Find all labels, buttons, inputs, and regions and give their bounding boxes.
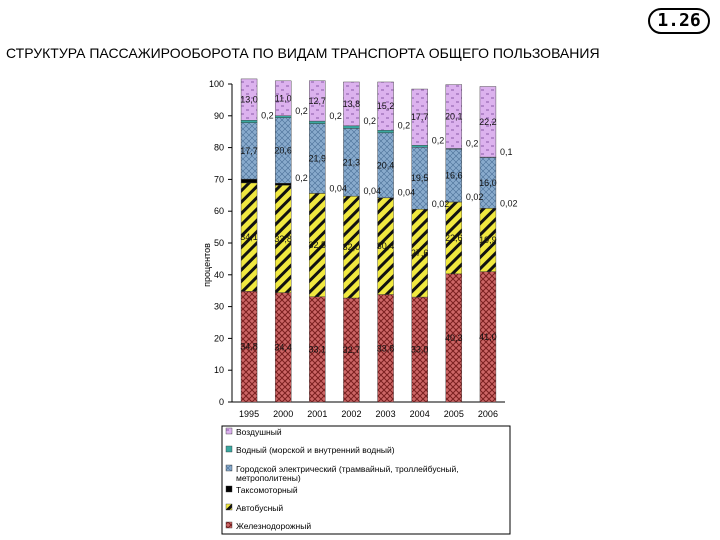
data-label: 0,2	[432, 135, 445, 145]
x-tick-label: 2006	[478, 409, 498, 419]
x-tick-label: 1995	[239, 409, 259, 419]
legend-swatch	[225, 445, 233, 453]
y-tick-label: 60	[214, 206, 224, 216]
data-label: 16,0	[479, 178, 497, 188]
data-label: 33,8	[377, 343, 395, 353]
data-label: 0,2	[295, 173, 308, 183]
data-label: 32,0	[343, 242, 361, 252]
legend-label: Воздушный	[236, 427, 282, 437]
data-label: 19,9	[479, 235, 497, 245]
legend-label: Таксомоторный	[236, 485, 298, 495]
data-label: 0,2	[363, 116, 376, 126]
data-label: 34,1	[240, 232, 258, 242]
legend-label: Автобусный	[236, 503, 283, 513]
slide-number-badge: 1.26	[648, 8, 710, 34]
data-label: 0,04	[329, 183, 347, 193]
data-label: 21,9	[309, 153, 327, 163]
bar-segment	[479, 86, 497, 158]
data-label: 20,6	[274, 145, 292, 155]
data-label: 17,7	[240, 146, 258, 156]
data-label: 34,8	[240, 342, 258, 352]
data-label: 0,1	[500, 147, 513, 157]
data-label: 22,2	[479, 117, 497, 127]
y-tick-label: 80	[214, 143, 224, 153]
legend-label: Водный (морской и внутренний водный)	[236, 445, 395, 455]
data-label: 33,1	[309, 344, 327, 354]
x-tick-label: 2000	[273, 409, 293, 419]
data-label: 17,7	[411, 112, 429, 122]
data-label: 12,7	[309, 96, 327, 106]
x-tick-label: 2005	[444, 409, 464, 419]
data-label: 0,2	[329, 111, 342, 121]
data-label: 0,04	[363, 186, 381, 196]
legend-label: Городской электрический (трамвайный, тро…	[236, 464, 459, 483]
data-label: 0,04	[398, 188, 416, 198]
data-label: 13,8	[343, 99, 361, 109]
data-label: 0,02	[500, 198, 518, 208]
chart-title: СТРУКТУРА ПАССАЖИРООБОРОТА ПО ВИДАМ ТРАН…	[6, 45, 600, 61]
data-label: 0,02	[432, 199, 450, 209]
bar-segment	[445, 84, 463, 149]
data-label: 33,8	[274, 234, 292, 244]
y-tick-label: 90	[214, 111, 224, 121]
data-label: 32,7	[343, 345, 361, 355]
y-tick-label: 10	[214, 365, 224, 375]
data-label: 0,2	[295, 106, 308, 116]
legend-swatch	[225, 521, 233, 529]
bar-segment	[411, 145, 428, 148]
data-label: 19,5	[411, 173, 429, 183]
y-tick-label: 100	[209, 79, 224, 89]
y-tick-label: 20	[214, 333, 224, 343]
bar-segment	[240, 178, 258, 184]
data-label: 0,2	[261, 110, 274, 120]
data-label: 11,0	[275, 93, 292, 103]
y-tick-label: 50	[214, 238, 224, 248]
data-label: 20,1	[445, 112, 463, 122]
data-label: 30,4	[377, 241, 395, 251]
bar-segment	[240, 78, 258, 121]
data-label: 27,6	[411, 248, 429, 258]
data-label: 20,4	[377, 160, 395, 170]
data-label: 34,4	[274, 342, 292, 352]
data-label: 32,5	[309, 240, 327, 250]
x-tick-label: 2003	[376, 409, 396, 419]
y-tick-label: 0	[219, 397, 224, 407]
data-label: 0,02	[466, 192, 484, 202]
x-tick-label: 2001	[307, 409, 327, 419]
data-label: 0,2	[466, 138, 479, 148]
data-label: 0,2	[398, 120, 411, 130]
legend-swatch	[225, 485, 233, 493]
y-axis-title: процентов	[202, 243, 212, 287]
bar-segment	[377, 130, 394, 134]
y-tick-label: 70	[214, 174, 224, 184]
data-label: 15,2	[377, 101, 395, 111]
legend-swatch	[225, 427, 233, 435]
x-tick-label: 2004	[410, 409, 430, 419]
legend-swatch	[225, 503, 233, 511]
bar-segment	[309, 120, 326, 124]
bar-segment	[240, 120, 258, 123]
data-label: 41,0	[479, 332, 497, 342]
bar-segment	[274, 80, 292, 116]
data-label: 40,3	[445, 333, 463, 343]
x-tick-label: 2002	[341, 409, 361, 419]
data-label: 16,6	[445, 171, 463, 181]
data-label: 13,0	[240, 95, 258, 105]
data-label: 22,6	[445, 233, 463, 243]
bar-segment	[377, 81, 394, 131]
bar-segment	[274, 183, 292, 186]
data-label: 21,3	[343, 157, 361, 167]
legend-box	[221, 425, 511, 535]
bar-segment	[274, 115, 292, 118]
bar-segment	[309, 80, 326, 122]
bar-segment	[343, 81, 360, 127]
y-tick-label: 30	[214, 302, 224, 312]
bar-segment	[343, 125, 360, 129]
legend-swatch	[225, 464, 233, 472]
data-label: 33,0	[411, 345, 429, 355]
bar-segment	[411, 88, 428, 146]
y-tick-label: 40	[214, 270, 224, 280]
legend-label: Железнодорожный	[236, 521, 311, 531]
